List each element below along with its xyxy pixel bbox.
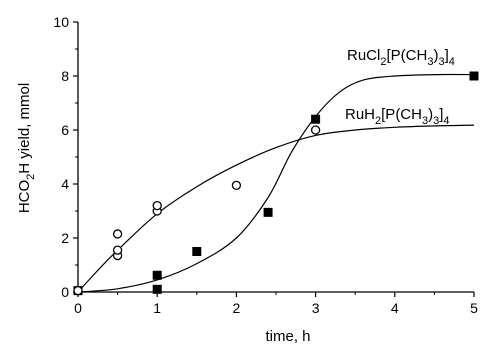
x-tick-label: 3 — [312, 300, 320, 316]
x-tick-label: 4 — [391, 300, 399, 316]
series-label-part: RuH — [345, 106, 375, 123]
data-markers — [73, 71, 479, 296]
series-label-subscript: 4 — [443, 115, 449, 127]
series-label-part: [P(CH — [381, 106, 422, 123]
data-point-circle — [112, 245, 123, 255]
y-axis: 0 2 4 6 8 10 — [53, 14, 78, 300]
series-label-1: RuCl2[P(CH3)3]4 — [347, 47, 455, 68]
y-label-subscript: 2 — [25, 174, 37, 180]
y-tick-label: 2 — [61, 230, 69, 246]
y-label-part: H yield, mmol — [16, 83, 33, 174]
x-tick-label: 2 — [233, 300, 241, 316]
series-label-part: [P(CH — [386, 47, 427, 64]
y-label-part: HCO — [16, 180, 33, 213]
data-point-circle — [152, 200, 162, 211]
series-label-part: ] — [445, 47, 449, 64]
data-point-square — [311, 114, 321, 124]
series-label-part: ] — [439, 106, 443, 123]
series-label-part: RuCl — [347, 47, 380, 64]
x-tick-label: 5 — [470, 300, 478, 316]
series-label-subscript: 3 — [422, 115, 428, 127]
fit-curve-series-1 — [77, 73, 475, 293]
series-label-part: ) — [428, 106, 433, 123]
series-label-2: RuH2[P(CH3)3]4 — [345, 106, 450, 127]
data-point-circle — [310, 125, 321, 135]
y-tick-label: 6 — [61, 122, 69, 138]
data-point-circle — [73, 285, 83, 296]
x-axis: 0 1 2 3 4 5 — [74, 292, 478, 316]
y-axis-label: HCO2H yield, mmol — [16, 83, 37, 213]
data-point-circle — [112, 229, 123, 239]
series-label-subscript: 3 — [438, 56, 444, 68]
data-point-square — [152, 284, 162, 294]
data-point-square — [192, 247, 202, 256]
data-point-circle — [231, 180, 242, 191]
series-label-subscript: 3 — [427, 56, 433, 68]
series-label-subscript: 2 — [380, 56, 386, 68]
data-point-square — [152, 270, 162, 280]
x-axis-label: time, h — [265, 328, 310, 345]
y-tick-label: 10 — [53, 14, 69, 30]
series-label-subscript: 3 — [433, 115, 439, 127]
y-tick-label: 8 — [61, 68, 69, 84]
data-point-square — [263, 207, 273, 217]
data-point-square — [469, 71, 479, 81]
y-tick-label: 4 — [61, 176, 69, 192]
x-tick-label: 0 — [74, 300, 82, 316]
y-tick-label: 0 — [61, 284, 69, 300]
fit-curve-series-2 — [77, 124, 475, 293]
series-label-part: ) — [433, 47, 438, 64]
series-label-subscript: 2 — [375, 115, 381, 127]
x-tick-label: 1 — [153, 300, 161, 316]
series-label-subscript: 4 — [449, 56, 455, 68]
